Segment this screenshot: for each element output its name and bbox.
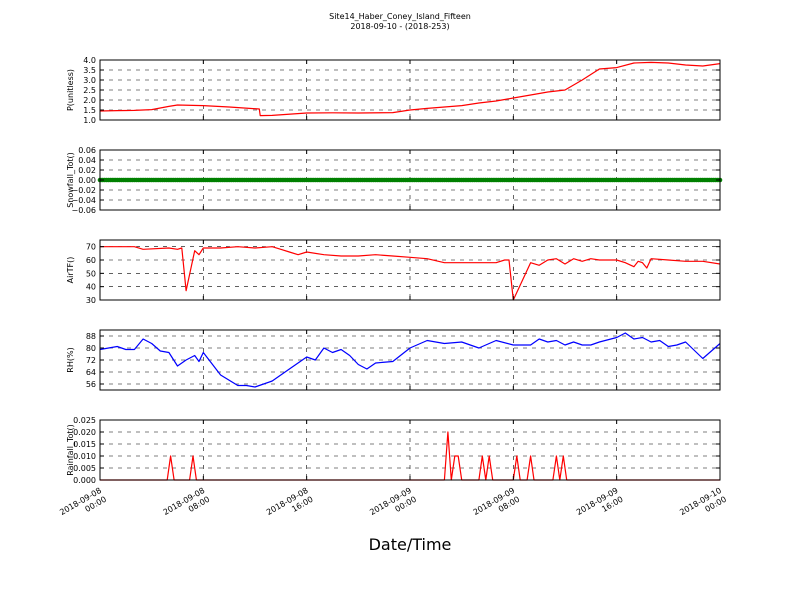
series-line (99, 61, 721, 117)
y-tick-label: 56 (86, 380, 96, 389)
y-tick-label: 0.010 (73, 452, 96, 461)
y-tick-label: 70 (86, 243, 96, 252)
x-tick-label: 2018-09-1000:00 (678, 486, 728, 526)
x-tick-label: 2018-09-0908:00 (472, 486, 522, 526)
y-axis-label: RH(%) (66, 347, 75, 372)
subplot-4: 56 64 72 80 88 RH(%) (66, 329, 721, 391)
subplot-1: 1.01.52.02.53.03.54.0 P(unitless) (66, 56, 721, 125)
y-tick-label: 0.04 (78, 156, 96, 165)
figure-subtitle: 2018-09-10 - (2018-253) (350, 22, 449, 31)
subplot-2: 0.060.040.020.00−0.02−0.04−0.06Snowfall_… (66, 146, 723, 215)
x-tick-label: 2018-09-0900:00 (368, 486, 418, 526)
y-tick-label: 1.5 (83, 106, 96, 115)
series-line (100, 431, 720, 481)
y-axis-label: Rainfall_Tot() (66, 424, 75, 476)
y-tick-label: 3.0 (83, 76, 96, 85)
y-tick-label: 72 (86, 356, 96, 365)
subplot-5: 0.000 0.005 0.010 0.015 0.020 0.025Rainfall_T… (66, 416, 721, 485)
y-tick-label: 2.0 (83, 96, 96, 105)
y-tick-label: 88 (86, 332, 96, 341)
y-tick-label: 0.02 (78, 166, 96, 175)
y-axis-label: P(unitless) (66, 69, 75, 111)
y-tick-label: 60 (86, 256, 96, 265)
y-tick-label: 0.015 (73, 440, 96, 449)
figure-title: Site14_Haber_Coney_Island_Fifteen (329, 12, 471, 21)
y-tick-label: 0.005 (73, 464, 96, 473)
y-tick-label: 3.5 (83, 66, 96, 75)
y-tick-label: 64 (86, 368, 96, 377)
y-tick-label: 1.0 (83, 116, 96, 125)
x-tick-label: 2018-09-0808:00 (162, 486, 212, 526)
y-tick-label: −0.02 (71, 186, 96, 195)
y-tick-label: −0.04 (71, 196, 96, 205)
y-tick-label: 80 (86, 344, 96, 353)
x-tick-labels: 2018-09-0800:00 2018-09-0808:00 2018-09-08… (58, 486, 728, 526)
y-tick-label: 0.020 (73, 428, 96, 437)
series-line (99, 332, 721, 388)
y-tick-label: 30 (86, 296, 96, 305)
x-tick-label: 2018-09-0800:00 (58, 486, 108, 526)
x-tick-label: 2018-09-0916:00 (575, 486, 625, 526)
y-tick-label: 2.5 (83, 86, 96, 95)
y-axis-label: AirTF() (66, 257, 75, 284)
x-axis-label: Date/Time (369, 535, 452, 554)
y-axis-label: Snowfall_Tot() (66, 152, 75, 208)
series-line (100, 246, 721, 301)
y-tick-label: 50 (86, 269, 96, 278)
subplot-3: 30 40 50 60 70 AirTF() (66, 239, 721, 305)
y-tick-label: 0.00 (78, 176, 96, 185)
y-tick-label: 0.06 (78, 146, 96, 155)
y-tick-label: 0.000 (73, 476, 96, 485)
subplots: 1.01.52.02.53.03.54.0 P(unitless) 0.060.04… (66, 56, 723, 485)
y-tick-label: −0.06 (71, 206, 96, 215)
y-tick-label: 4.0 (83, 56, 96, 65)
y-tick-label: 40 (86, 283, 96, 292)
y-tick-label: 0.025 (73, 416, 96, 425)
x-tick-label: 2018-09-0816:00 (265, 486, 315, 526)
